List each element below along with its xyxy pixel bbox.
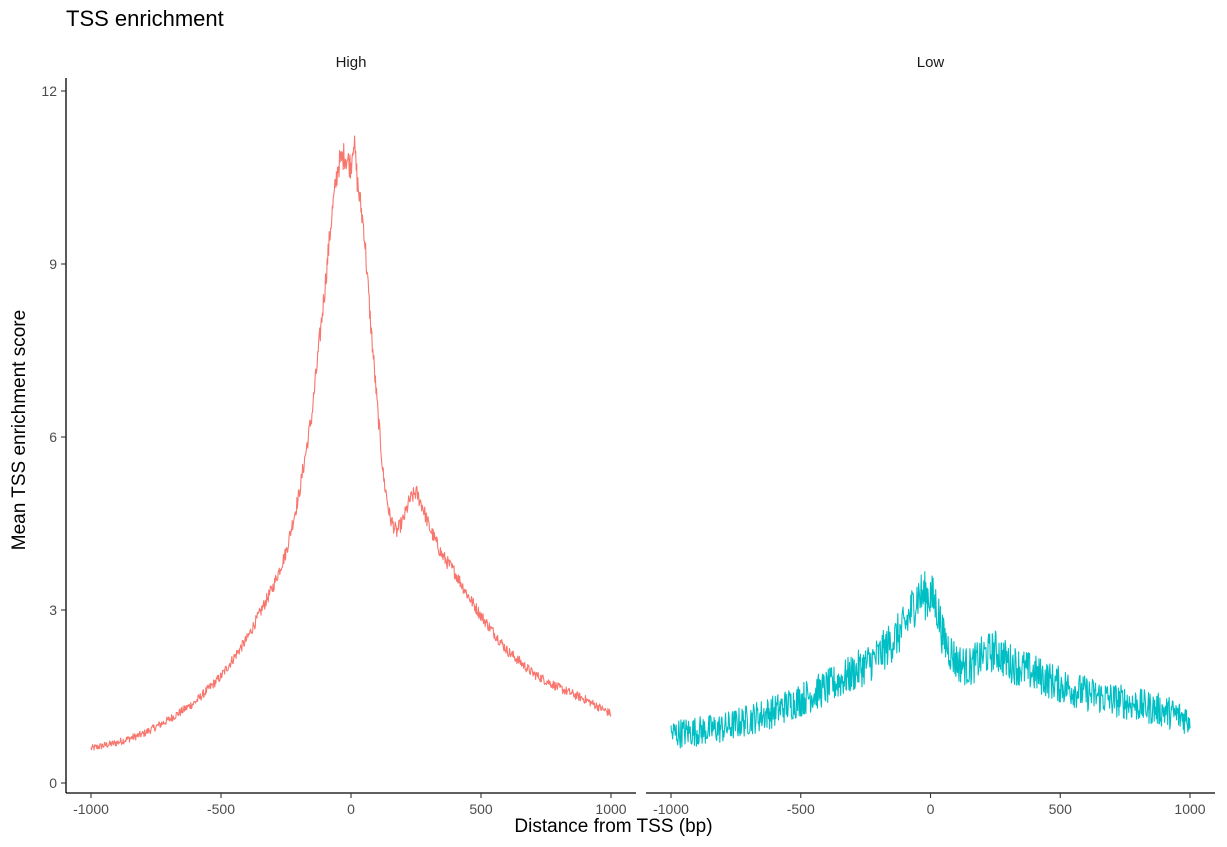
x-tick-label: 0	[347, 801, 355, 817]
y-tick-label: 0	[49, 775, 57, 791]
y-tick-label: 12	[41, 83, 57, 99]
y-axis-label: Mean TSS enrichment score	[9, 309, 30, 551]
series-line-low	[670, 571, 1191, 749]
x-tick-label: 0	[927, 801, 935, 817]
x-tick-label: 1000	[595, 801, 626, 817]
x-tick-label: 500	[469, 801, 493, 817]
x-tick-label: -1000	[653, 801, 689, 817]
x-tick-label: 1000	[1174, 801, 1205, 817]
x-tick-label: 500	[1049, 801, 1073, 817]
chart-title: TSS enrichment	[66, 6, 224, 31]
x-tick-label: -1000	[73, 801, 109, 817]
y-tick-label: 9	[49, 256, 57, 272]
series-line-high	[90, 135, 612, 751]
facet-label-low: Low	[917, 54, 945, 71]
y-tick-label: 6	[49, 429, 57, 445]
x-tick-label: -500	[207, 801, 235, 817]
x-axis-label: Distance from TSS (bp)	[514, 816, 713, 837]
facet-label-high: High	[336, 54, 367, 71]
x-tick-label: -500	[787, 801, 815, 817]
y-tick-label: 3	[49, 602, 57, 618]
